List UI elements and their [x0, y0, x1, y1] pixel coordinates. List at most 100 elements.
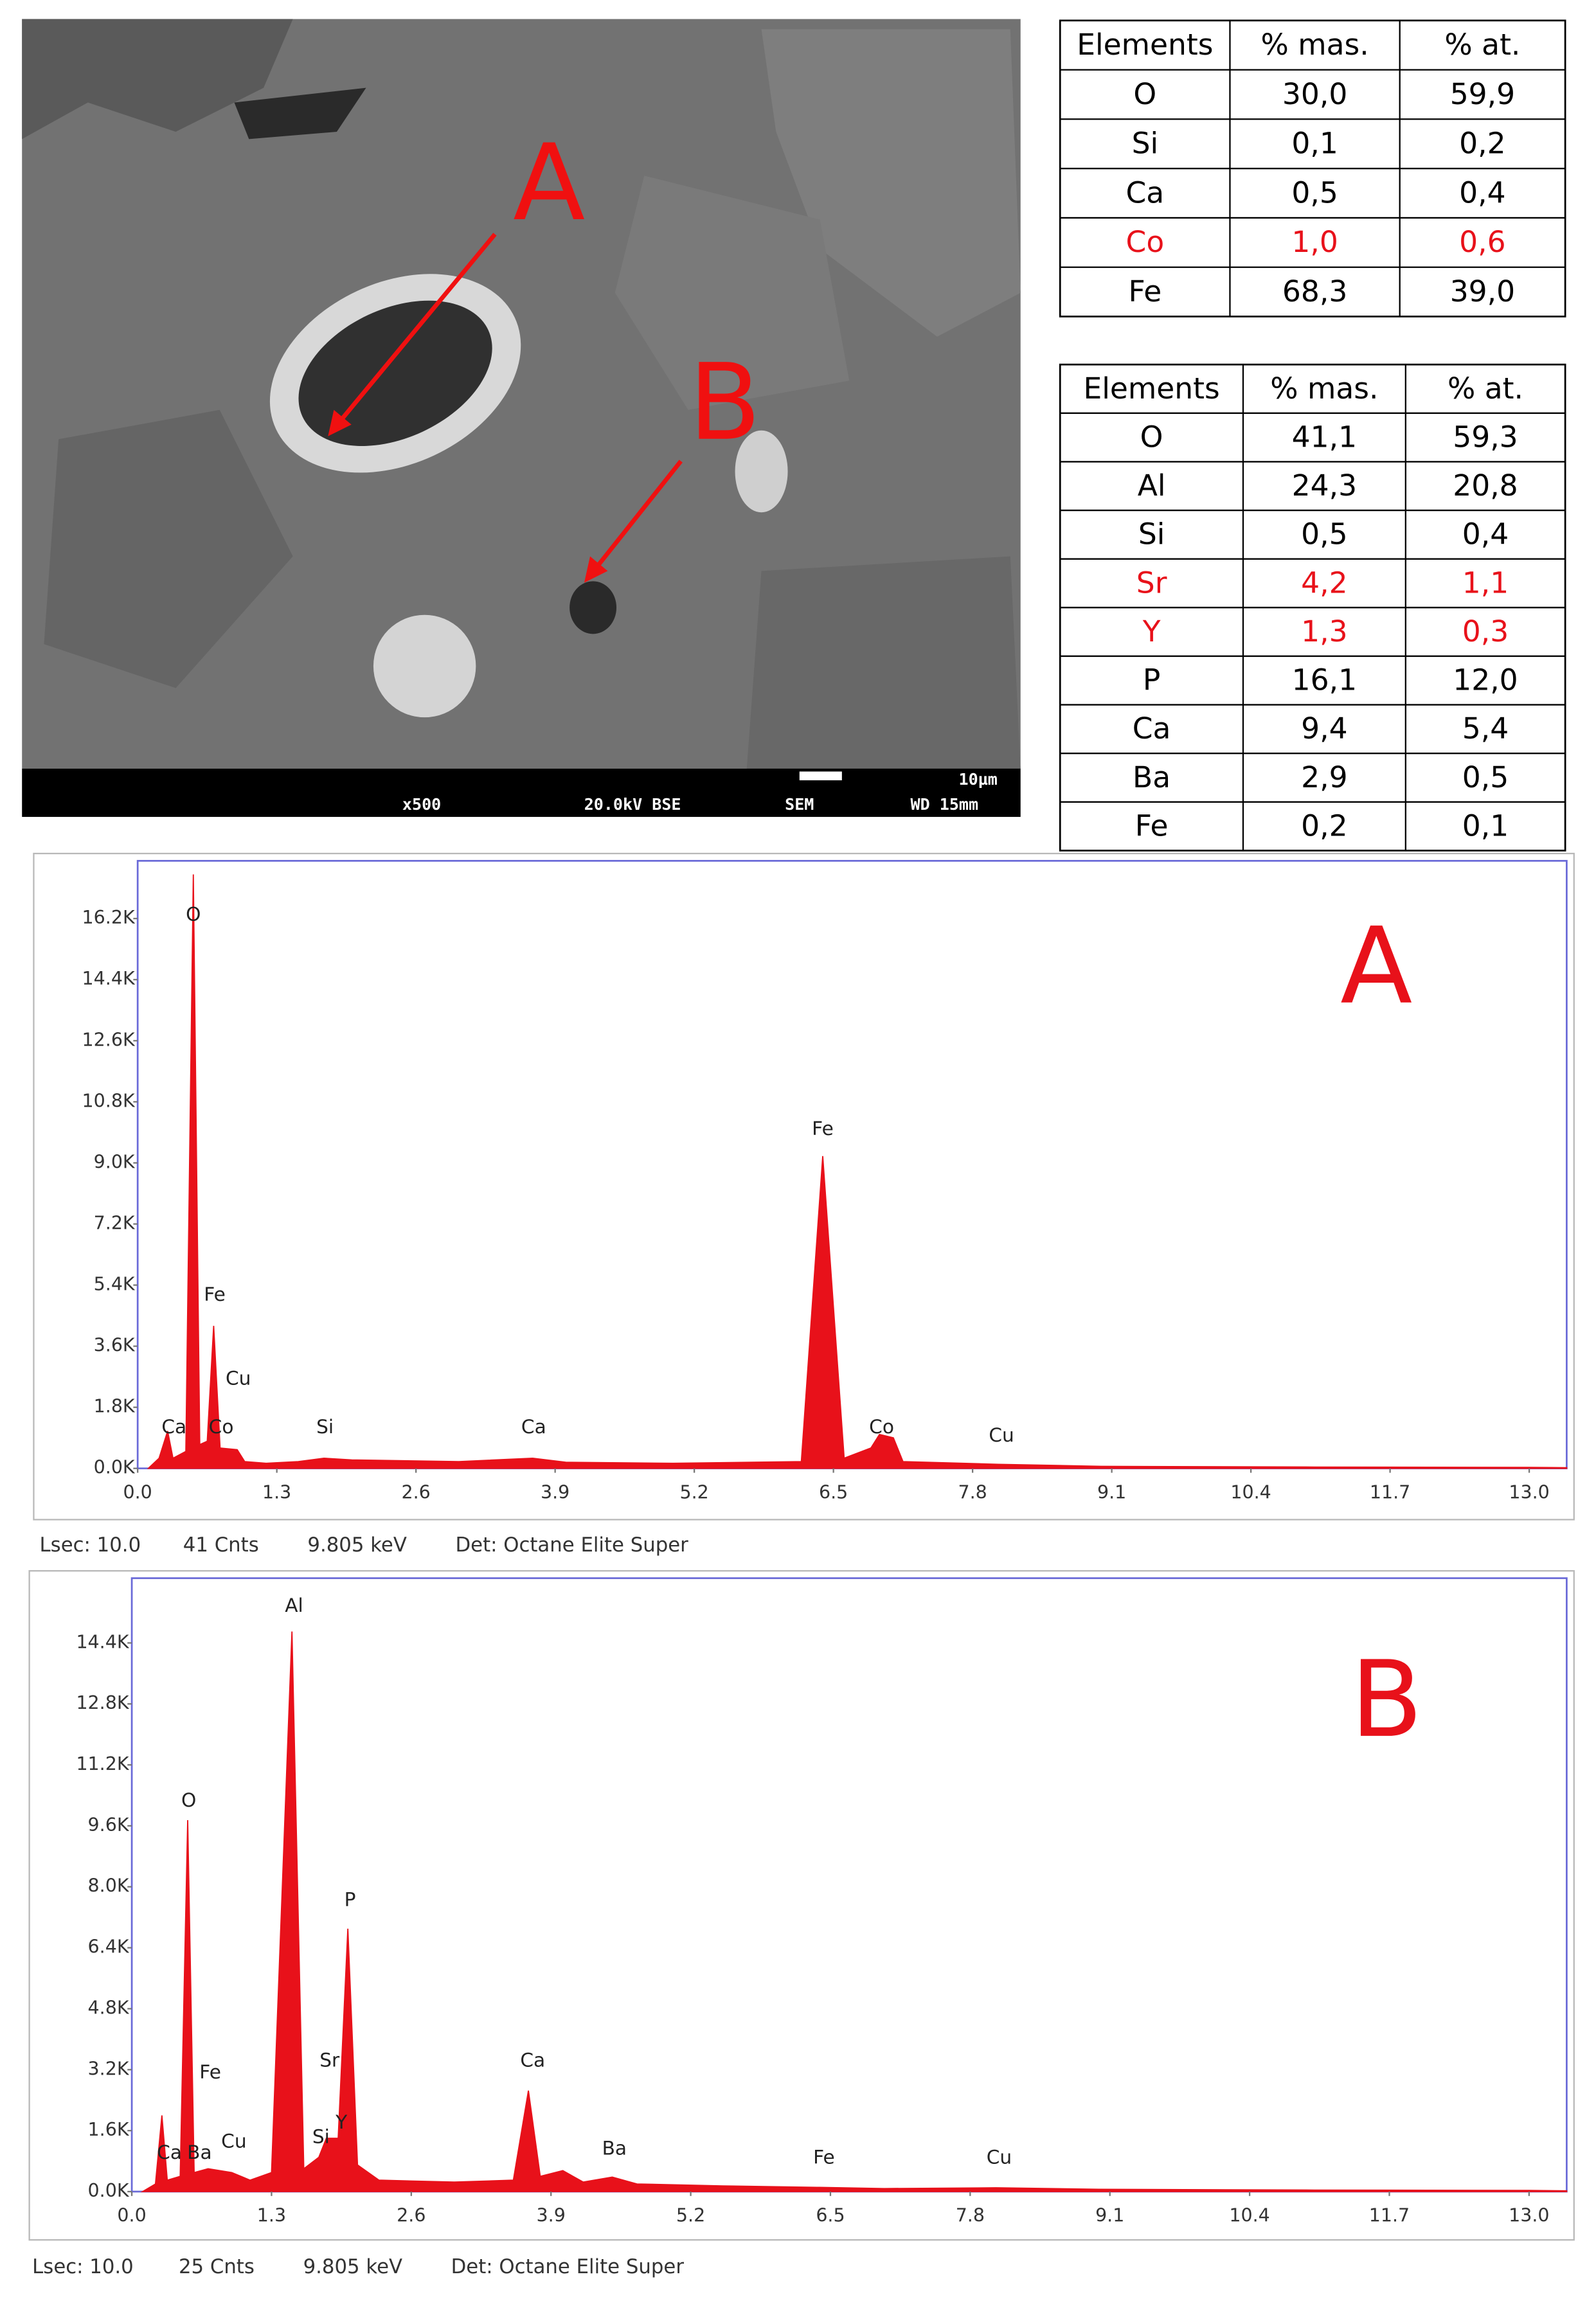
magnification: x500 [402, 795, 441, 814]
sem-region [44, 409, 293, 688]
table-cell: 0,5 [1301, 517, 1347, 551]
y-tick-label: 14.4K [76, 1631, 129, 1652]
table-cell: 0,6 [1459, 225, 1505, 259]
arrow [337, 233, 497, 424]
table-cell: 59,3 [1453, 420, 1518, 454]
x-tick-label: 1.3 [257, 2205, 286, 2226]
x-tick-label: 5.2 [676, 2205, 705, 2226]
peak-label: Fe [813, 2146, 835, 2168]
table-cell: Ca [1125, 175, 1164, 210]
table-cell: Y [1142, 614, 1161, 648]
instrument: SEM [785, 795, 814, 814]
table-cell: 1,1 [1462, 566, 1509, 600]
footer-text: 41 Cnts [183, 1533, 259, 1557]
y-tick-label: 0.0K [94, 1457, 136, 1478]
sem-region [22, 19, 293, 139]
peak-label: O [186, 903, 201, 925]
arrow-head [584, 556, 608, 583]
sem-info-bar [22, 768, 1021, 818]
table-cell: Si [1132, 127, 1159, 161]
table-cell: Co [1126, 225, 1165, 259]
x-tick-label: 13.0 [1509, 2205, 1549, 2226]
x-tick-label: 5.2 [680, 1481, 709, 1503]
y-tick-label: 1.8K [94, 1396, 136, 1417]
y-tick-label: 4.8K [88, 1997, 130, 2018]
peak-label: Cu [987, 2146, 1012, 2168]
footer-text: 25 Cnts [179, 2255, 255, 2278]
table-cell: Al [1138, 469, 1166, 503]
table-cell: Fe [1128, 274, 1161, 308]
y-tick-label: 9.0K [94, 1151, 136, 1172]
y-tick-label: 12.6K [82, 1029, 136, 1050]
table-header: Elements [1077, 28, 1213, 62]
peak-label: Ca [521, 1416, 546, 1438]
table-header: Elements [1083, 371, 1219, 406]
sem-particle [373, 614, 476, 718]
footer-text: Det: Octane Elite Super [451, 2255, 685, 2278]
sem-pore [569, 581, 617, 634]
peak-label: O [181, 1789, 196, 1811]
peak-label: Fe [812, 1118, 834, 1140]
table-cell: P [1143, 663, 1160, 697]
x-tick-label: 6.5 [819, 1481, 848, 1503]
y-tick-label: 3.2K [88, 2058, 130, 2079]
working-distance: WD 15mm [911, 795, 979, 814]
x-tick-label: 1.3 [262, 1481, 291, 1503]
y-tick-label: 11.2K [76, 1753, 129, 1774]
x-tick-label: 3.9 [541, 1481, 569, 1503]
table-header: % mas. [1260, 28, 1368, 62]
sem-image: 10µm x500 20.0kV BSE SEM WD 15mm A B [22, 19, 1021, 818]
spectrum-title: A [1340, 905, 1412, 1028]
table-cell: 16,1 [1292, 663, 1357, 697]
table-cell: 5,4 [1462, 711, 1509, 746]
y-tick-label: 6.4K [88, 1936, 130, 1958]
sem-region [614, 175, 850, 410]
y-tick-label: 10.8K [82, 1090, 136, 1111]
x-tick-label: 2.6 [402, 1481, 431, 1503]
peak-label: Y [335, 2111, 348, 2133]
peak-label: Fe [199, 2061, 221, 2083]
table-cell: Fe [1135, 809, 1169, 843]
peak-label: Cu [989, 1424, 1014, 1446]
table-cell: 0,4 [1459, 175, 1505, 210]
peak-label: Ba [187, 2141, 211, 2163]
x-tick-label: 10.4 [1229, 2205, 1269, 2226]
scale-bar-label: 10µm [959, 770, 998, 789]
point-label: A [513, 121, 585, 244]
x-tick-label: 3.9 [537, 2205, 566, 2226]
sem-region [746, 556, 1021, 769]
table-cell: 41,1 [1292, 420, 1357, 454]
table-cell: 0,4 [1462, 517, 1509, 551]
x-tick-label: 11.7 [1369, 2205, 1410, 2226]
table-cell: 30,0 [1282, 77, 1347, 111]
peak-label: Cu [226, 1367, 251, 1389]
x-tick-label: 6.5 [816, 2205, 845, 2226]
y-tick-label: 9.6K [88, 1814, 130, 1836]
footer-text: Det: Octane Elite Super [455, 1533, 688, 1557]
y-tick-label: 8.0K [88, 1875, 130, 1897]
sem-particle [735, 430, 788, 513]
x-tick-label: 9.1 [1097, 1481, 1126, 1503]
peak-label: Co [869, 1416, 894, 1438]
table-header: % at. [1444, 28, 1520, 62]
voltage-mode: 20.0kV BSE [584, 795, 681, 814]
scale-bar [799, 771, 842, 781]
peak-label: Co [209, 1416, 234, 1438]
x-tick-label: 13.0 [1509, 1481, 1549, 1503]
table-header: % mas. [1270, 371, 1378, 406]
peak-label: Ca [157, 2141, 182, 2163]
table-cell: 0,1 [1291, 127, 1338, 161]
table-cell: 0,2 [1459, 127, 1505, 161]
peak-label: Si [316, 1416, 334, 1438]
footer-text: Lsec: 10.0 [32, 2255, 134, 2278]
table-cell: 4,2 [1301, 566, 1347, 600]
table-cell: 9,4 [1301, 711, 1347, 746]
x-tick-label: 0.0 [123, 1481, 152, 1503]
table-cell: 1,0 [1291, 225, 1338, 259]
footer-text: 9.805 keV [303, 2255, 402, 2278]
x-tick-label: 7.8 [956, 2205, 985, 2226]
x-tick-label: 9.1 [1095, 2205, 1124, 2226]
x-tick-label: 11.7 [1370, 1481, 1410, 1503]
table-cell: 59,9 [1450, 77, 1515, 111]
